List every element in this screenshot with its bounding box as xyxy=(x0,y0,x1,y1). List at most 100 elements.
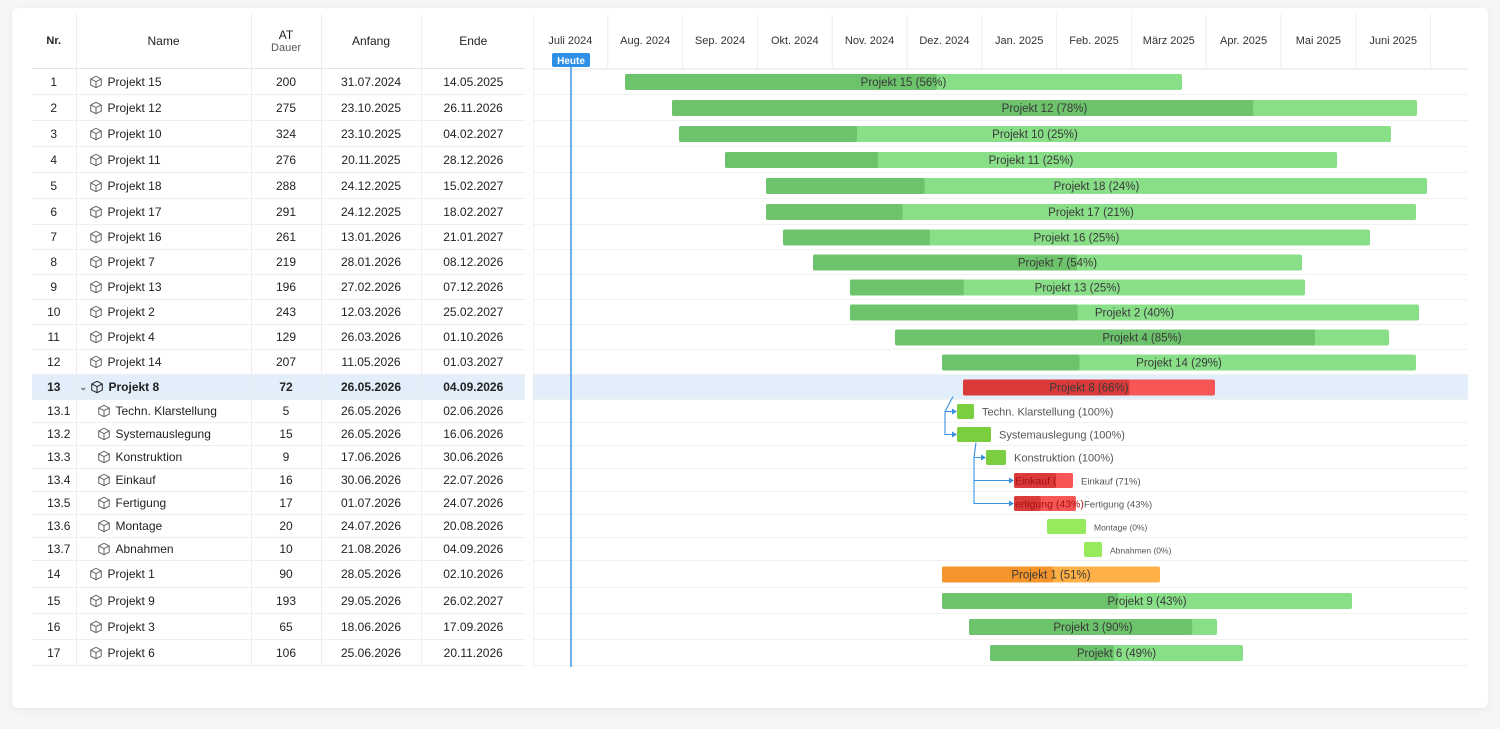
cell-start: 23.10.2025 xyxy=(321,94,422,121)
table-row[interactable]: 8 Projekt 7 219 28.01.2026 08.12.2026 xyxy=(32,249,525,275)
cell-end: 26.02.2027 xyxy=(421,587,525,614)
package-icon xyxy=(97,404,110,418)
col-header-start[interactable]: Anfang xyxy=(321,14,422,69)
package-icon xyxy=(89,280,102,294)
cell-end: 16.06.2026 xyxy=(421,422,525,446)
cell-duration: 200 xyxy=(251,68,322,95)
cell-name: ⌄ Projekt 8 xyxy=(76,374,252,400)
table-row[interactable]: 14 Projekt 1 90 28.05.2026 02.10.2026 xyxy=(32,560,525,588)
table-row[interactable]: 13.2 Systemauslegung 15 26.05.2026 16.06.202… xyxy=(32,422,525,446)
cell-end: 14.05.2025 xyxy=(421,68,525,95)
col-header-duration[interactable]: AT Dauer xyxy=(251,14,322,69)
cell-end: 28.12.2026 xyxy=(421,146,525,173)
table-row[interactable]: 13 ⌄ Projekt 8 72 26.05.2026 04.09.2026 xyxy=(32,374,525,400)
month-label: Aug. 2024 xyxy=(620,35,670,47)
cell-end: 25.02.2027 xyxy=(421,299,525,325)
table-row[interactable]: 13.1 Techn. Klarstellung 5 26.05.2026 02.06.… xyxy=(32,399,525,423)
table-row[interactable]: 17 Projekt 6 106 25.06.2026 20.11.2026 xyxy=(32,639,525,666)
cell-name: Projekt 13 xyxy=(76,274,252,300)
table-row[interactable]: 13.7 Abnahmen 10 21.08.2026 04.09.2026 xyxy=(32,537,525,561)
cell-nr: 13.5 xyxy=(32,491,77,515)
cell-start: 17.06.2026 xyxy=(321,445,422,469)
cell-name: Projekt 3 xyxy=(76,613,252,640)
gantt-bar-progress xyxy=(672,100,1254,116)
table-row[interactable]: 5 Projekt 18 288 24.12.2025 15.02.2027 xyxy=(32,172,525,199)
gantt-bar-progress xyxy=(969,619,1193,635)
table-row[interactable]: 2 Projekt 12 275 23.10.2025 26.11.2026 xyxy=(32,94,525,121)
table-row[interactable]: 10 Projekt 2 243 12.03.2026 25.02.2027 xyxy=(32,299,525,325)
collapse-chevron-icon[interactable]: ⌄ xyxy=(79,381,88,392)
table-row[interactable]: 13.5 Fertigung 17 01.07.2026 24.07.2026 xyxy=(32,491,525,515)
arrow-head xyxy=(981,454,986,461)
gantt-bar[interactable] xyxy=(1084,542,1102,557)
gantt-bar-progress xyxy=(725,152,878,168)
gantt-bar[interactable] xyxy=(1047,519,1086,534)
gantt-bar-progress xyxy=(625,74,937,90)
table-row[interactable]: 12 Projekt 14 207 11.05.2026 01.03.2027 xyxy=(32,349,525,375)
table-row[interactable]: 13.4 Einkauf 16 30.06.2026 22.07.2026 xyxy=(32,468,525,492)
gantt-bar[interactable] xyxy=(766,204,1416,220)
gantt-bar[interactable] xyxy=(766,178,1427,194)
cell-duration: 65 xyxy=(251,613,322,640)
cell-start: 26.05.2026 xyxy=(321,399,422,423)
cell-nr: 15 xyxy=(32,587,77,614)
bar-label: Projekt 8 (66%) xyxy=(1049,383,1128,395)
cell-end: 20.11.2026 xyxy=(421,639,525,666)
package-icon xyxy=(89,646,102,659)
table-row[interactable]: 9 Projekt 13 196 27.02.2026 07.12.2026 xyxy=(32,274,525,300)
task-name: Projekt 13 xyxy=(107,280,162,294)
table-row[interactable]: 3 Projekt 10 324 23.10.2025 04.02.2027 xyxy=(32,120,525,147)
col-header-end[interactable]: Ende xyxy=(421,14,525,69)
bar-label: Projekt 14 (29%) xyxy=(1136,358,1222,370)
arrow-head xyxy=(1009,477,1014,484)
cell-name: Montage xyxy=(76,514,252,538)
bar-label: Projekt 9 (43%) xyxy=(1107,596,1186,608)
today-badge[interactable] xyxy=(552,53,590,67)
col-header-nr[interactable]: Nr. xyxy=(32,14,77,69)
col-header-name[interactable]: Name xyxy=(76,14,252,69)
table-row[interactable]: 7 Projekt 16 261 13.01.2026 21.01.2027 xyxy=(32,224,525,250)
cell-nr: 13.6 xyxy=(32,514,77,538)
cell-end: 04.09.2026 xyxy=(421,374,525,400)
bar-label: Projekt 3 (90%) xyxy=(1053,622,1132,634)
cell-nr: 14 xyxy=(32,560,77,588)
table-row[interactable]: 6 Projekt 17 291 24.12.2025 18.02.2027 xyxy=(32,198,525,225)
table-row[interactable]: 16 Projekt 3 65 18.06.2026 17.09.2026 xyxy=(32,613,525,640)
cell-duration: 20 xyxy=(251,514,322,538)
cell-start: 12.03.2026 xyxy=(321,299,422,325)
cell-nr: 5 xyxy=(32,172,77,199)
task-name: Fertigung xyxy=(115,496,167,510)
month-label: Mai 2025 xyxy=(1296,35,1341,47)
cell-end: 02.06.2026 xyxy=(421,399,525,423)
task-name: Projekt 14 xyxy=(107,355,162,369)
cell-nr: 4 xyxy=(32,146,77,173)
table-row[interactable]: 13.3 Konstruktion 9 17.06.2026 30.06.2026 xyxy=(32,445,525,469)
grid-header: Nr. Name AT Dauer Anfang Ende xyxy=(32,14,525,69)
cell-end: 04.09.2026 xyxy=(421,537,525,561)
task-name: Projekt 16 xyxy=(107,230,162,244)
cell-name: Abnahmen xyxy=(76,537,252,561)
table-row[interactable]: 11 Projekt 4 129 26.03.2026 01.10.2026 xyxy=(32,324,525,350)
table-row[interactable]: 13.6 Montage 20 24.07.2026 20.08.2026 xyxy=(32,514,525,538)
table-row[interactable]: 15 Projekt 9 193 29.05.2026 26.02.2027 xyxy=(32,587,525,614)
bar-label: Projekt 12 (78%) xyxy=(1002,103,1088,115)
cell-name: Fertigung xyxy=(76,491,252,515)
cell-name: Techn. Klarstellung xyxy=(76,399,252,423)
cell-name: Projekt 14 xyxy=(76,349,252,375)
cell-end: 04.02.2027 xyxy=(421,120,525,147)
bar-label: Projekt 6 (49%) xyxy=(1077,648,1156,660)
table-row[interactable]: 4 Projekt 11 276 20.11.2025 28.12.2026 xyxy=(32,146,525,173)
cell-start: 23.10.2025 xyxy=(321,120,422,147)
gantt-chart: Juli 2024 Aug. 2024 Sep. 2024 Okt. 2024 Nov.… xyxy=(532,14,1468,667)
arrow-head xyxy=(952,408,957,415)
cell-start: 26.05.2026 xyxy=(321,374,422,400)
cell-name: Projekt 9 xyxy=(76,587,252,614)
gantt-bar-progress xyxy=(963,379,1130,396)
package-icon xyxy=(89,179,102,192)
grid-body: 1 Projekt 15 200 31.07.2024 14.05.2025 2 Proje… xyxy=(32,68,525,666)
cell-nr: 8 xyxy=(32,249,77,275)
cell-start: 24.12.2025 xyxy=(321,172,422,199)
cell-duration: 5 xyxy=(251,399,322,423)
bar-label: Projekt 15 (56%) xyxy=(861,77,947,89)
table-row[interactable]: 1 Projekt 15 200 31.07.2024 14.05.2025 xyxy=(32,68,525,95)
